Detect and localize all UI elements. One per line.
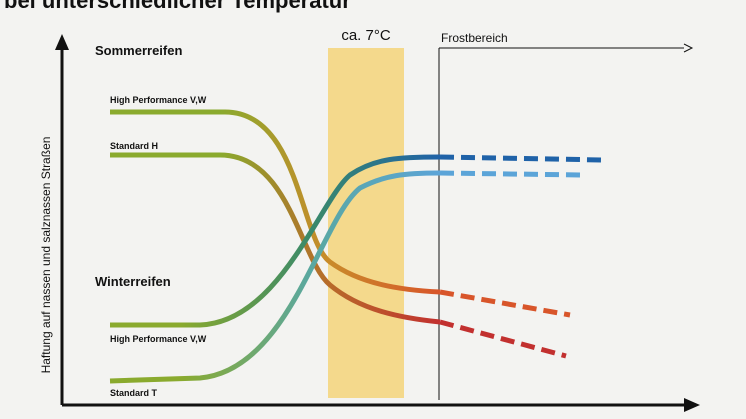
title: bei unterschiedlicher Temperatur (4, 0, 351, 13)
curve-dashed (439, 170, 585, 178)
curve-label: Standard T (110, 388, 158, 398)
band-label: ca. 7°C (341, 27, 391, 44)
curve-label: Standard H (110, 141, 158, 151)
y-axis-label: Haftung auf nassen und salznassen Straße… (39, 137, 53, 374)
curve-dashed (439, 319, 567, 359)
group-label: Sommerreifen (95, 43, 182, 58)
curve-dashed (439, 289, 571, 318)
curve (109, 170, 441, 384)
frost-label: Frostbereich (441, 31, 508, 45)
frost-arrowhead (683, 43, 694, 53)
curve (110, 154, 441, 328)
temperature-band (328, 48, 404, 398)
curve-label: High Performance V,W (110, 334, 207, 344)
group-label: Winterreifen (95, 274, 171, 289)
x-arrow (684, 398, 700, 412)
curve-dashed (439, 154, 605, 163)
curve (110, 152, 441, 325)
curve-label: High Performance V,W (110, 95, 207, 105)
y-arrow (55, 34, 69, 50)
